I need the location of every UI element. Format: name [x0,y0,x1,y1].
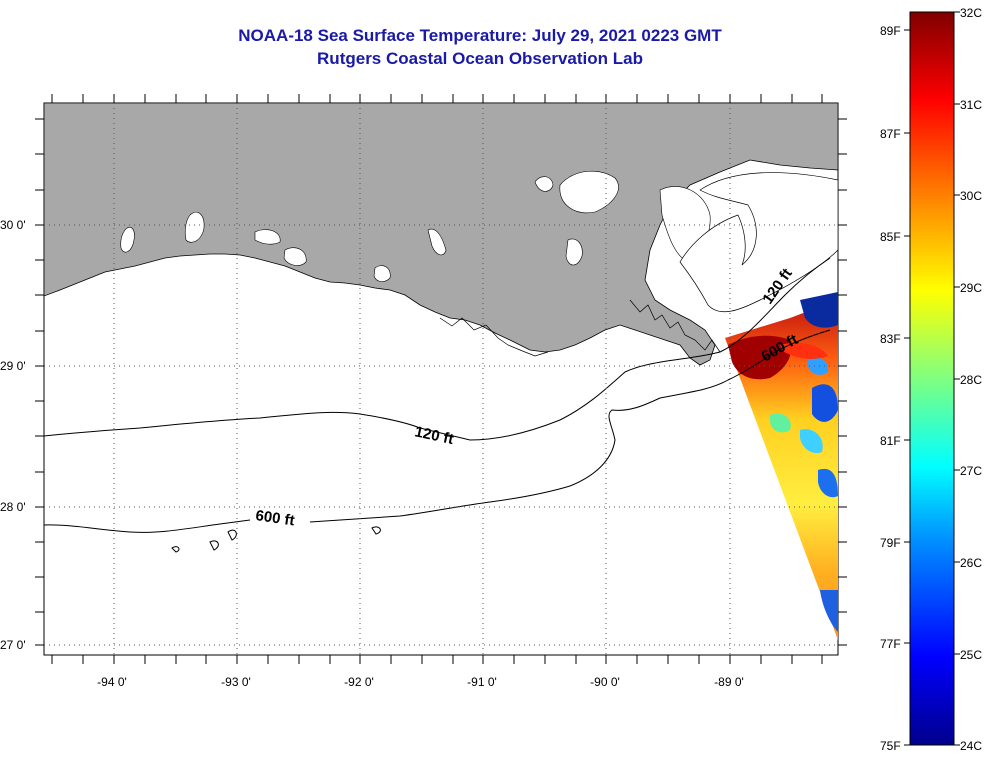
marsh-lake-2 [565,238,583,266]
cb-c-29: 29C [960,281,982,295]
cb-c-28: 28C [960,373,982,387]
lat-label-28: 28 0' [0,500,26,514]
lon-label-90: -90 0' [590,675,620,689]
lake-white [254,229,281,245]
marsh-lake-1 [427,228,447,256]
lat-label-27: 27 0' [0,638,26,652]
lon-label-94: -94 0' [97,675,127,689]
cb-f-81: 81F [880,434,901,448]
axis-ticks [35,94,847,664]
lat-label-29: 29 0' [0,359,26,373]
graticule [44,103,838,655]
cb-c-30: 30C [960,189,982,203]
contour-600ft [44,329,831,533]
lon-label-92: -92 0' [344,675,374,689]
title-line-2: Rutgers Coastal Ocean Observation Lab [317,49,643,68]
colorbar [909,11,955,746]
cb-c-24: 24C [960,739,982,753]
cb-f-85: 85F [880,230,901,244]
title-line-1: NOAA-18 Sea Surface Temperature: July 29… [238,26,722,45]
contour-120ft [44,257,831,441]
lake-calcasieu [120,227,135,253]
lon-label-89: -89 0' [714,675,744,689]
cb-f-83: 83F [880,332,901,346]
land-area [44,103,838,366]
colorbar-ticks [904,11,960,746]
cb-c-31: 31C [960,98,982,112]
lon-label-91: -91 0' [467,675,497,689]
cb-c-27: 27C [960,464,982,478]
lake-small-1 [534,176,554,192]
cb-c-26: 26C [960,556,982,570]
cb-c-25: 25C [960,648,982,662]
cb-c-32: 32C [960,6,982,20]
cb-f-77: 77F [880,637,901,651]
sst-swath [725,292,838,640]
cb-f-75: 75F [880,739,901,753]
map-title: NOAA-18 Sea Surface Temperature: July 29… [0,24,960,70]
cb-f-87: 87F [880,127,901,141]
lake-grand [184,211,205,243]
cb-f-79: 79F [880,536,901,550]
contour-label-600ft-west: 600 ft [254,507,295,529]
delta-fringe [629,299,721,353]
cb-f-89: 89F [880,24,901,38]
lake-pontchartrain [559,170,619,214]
mississippi-sound [679,172,838,313]
lon-label-93: -93 0' [221,675,251,689]
marsh-lake-3 [373,265,391,282]
lat-label-30: 30 0' [0,218,26,232]
marsh-edge [439,317,549,357]
lake-salvador [283,247,307,266]
contour-islands [171,526,381,553]
